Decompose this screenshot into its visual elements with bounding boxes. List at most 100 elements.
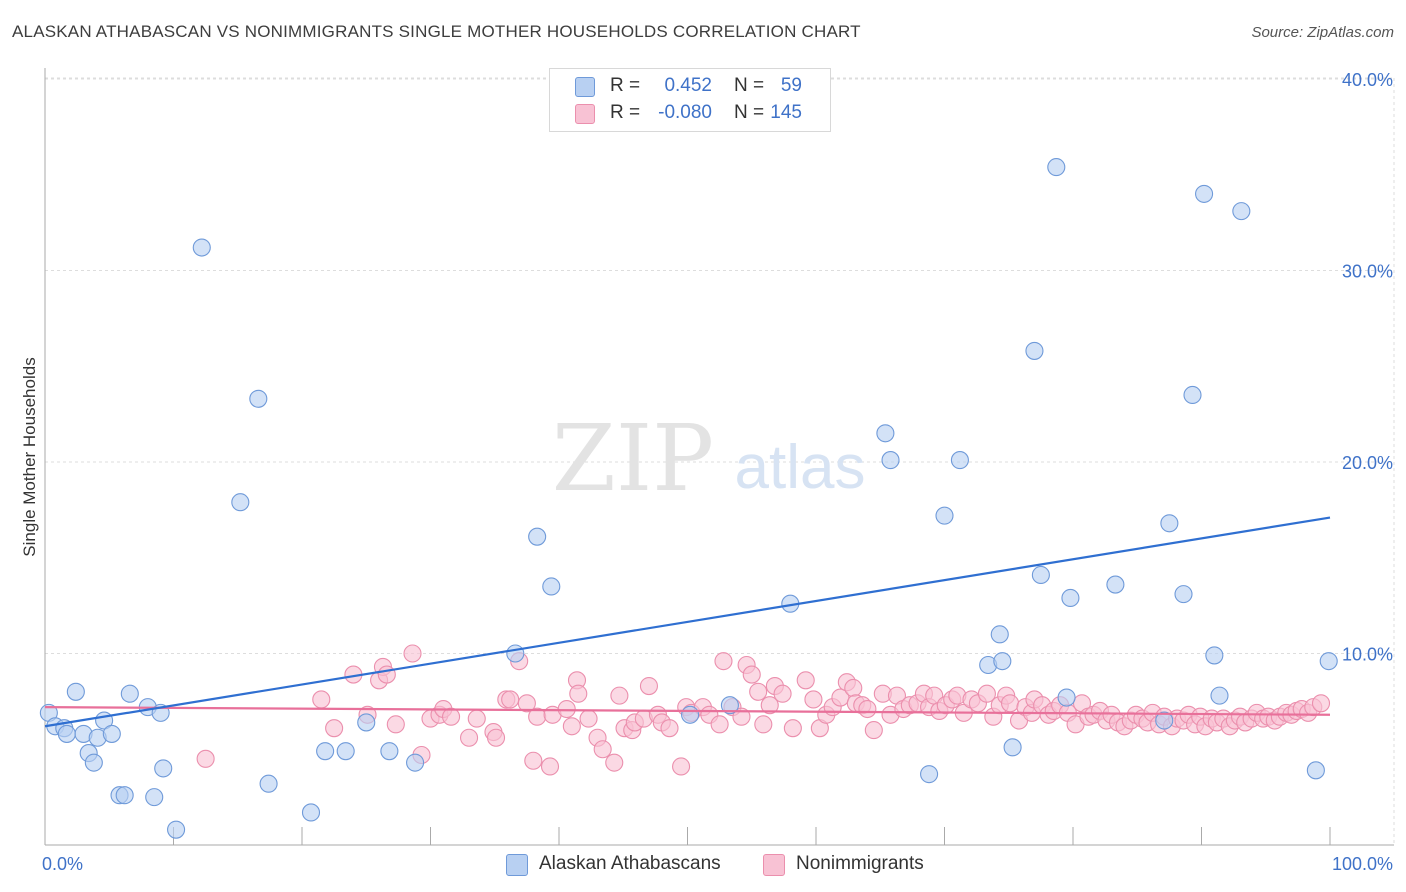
athabascans-point	[316, 742, 335, 761]
athabascans-point	[506, 644, 525, 663]
athabascans-point	[145, 788, 164, 807]
athabascans-point	[1174, 585, 1193, 604]
athabascans-point	[876, 424, 895, 443]
y-tick-label: 30.0%	[1342, 262, 1393, 282]
nonimmigrants-point	[403, 644, 422, 663]
nonimmigrants-point	[562, 717, 581, 736]
nonimmigrants-point	[804, 690, 823, 709]
legend-row-nonimmigrants: R = -0.080 N = 145	[550, 101, 830, 127]
bottom-legend-nonimmigrants: Nonimmigrants	[763, 852, 963, 876]
legend-n-label: N =	[734, 102, 765, 123]
legend-r-value: 0.452	[664, 75, 712, 96]
athabascans-point	[1025, 341, 1044, 360]
trend-lines	[44, 516, 1331, 728]
athabascans-point	[1155, 711, 1174, 730]
nonimmigrants-point	[749, 682, 768, 701]
athabascans-point	[1205, 646, 1224, 665]
legend-n-label: N =	[734, 75, 765, 96]
nonimmigrants-point	[540, 757, 560, 776]
legend-swatch-athabascans	[575, 77, 595, 97]
nonimmigrants-point	[486, 728, 506, 747]
athabascans-point	[115, 786, 134, 805]
nonimmigrants-point	[858, 699, 877, 719]
x-tick-label: 0.0%	[42, 854, 83, 874]
bottom-legend-swatch-nonimmigrants	[763, 854, 785, 876]
athabascans-point	[1210, 686, 1229, 705]
nonimmigrants-trend-line	[44, 706, 1331, 716]
legend-n-value: 59	[780, 75, 802, 96]
athabascans-trend-line	[44, 516, 1331, 728]
athabascans-point	[920, 765, 939, 784]
nonimmigrants-point	[844, 678, 863, 698]
bottom-legend-label-nonimmigrants: Nonimmigrants	[796, 853, 924, 874]
athabascans-point	[720, 696, 739, 715]
nonimmigrants-point	[459, 728, 479, 747]
nonimmigrants-point	[714, 652, 733, 671]
athabascans-point	[1319, 652, 1338, 671]
nonimmigrants-point	[524, 751, 543, 770]
nonimmigrants-point	[639, 677, 659, 696]
legend-swatch-nonimmigrants	[575, 104, 595, 124]
athabascans-point	[102, 724, 121, 743]
athabascans-point	[881, 451, 900, 470]
nonimmigrants-point	[312, 690, 331, 709]
nonimmigrants-point	[377, 665, 396, 684]
watermark-atlas: atlas	[735, 433, 866, 502]
nonimmigrants-point	[742, 665, 761, 684]
athabascans-point	[950, 451, 969, 470]
athabascans-point	[1047, 158, 1066, 177]
y-tick-label: 40.0%	[1342, 70, 1393, 90]
nonimmigrants-point	[467, 709, 486, 728]
nonimmigrants-point	[796, 671, 815, 690]
athabascans-point	[301, 803, 321, 822]
athabascans-point	[336, 742, 355, 761]
athabascans-point	[542, 577, 561, 596]
athabascans-point	[1003, 738, 1022, 757]
athabascans-point	[259, 774, 278, 793]
nonimmigrants-point	[517, 694, 536, 713]
legend-n-value: 145	[770, 102, 802, 123]
athabascans-point	[528, 527, 547, 546]
legend-r-label: R =	[610, 102, 641, 123]
bottom-legend-swatch-athabascans	[506, 854, 528, 876]
athabascans-point	[1057, 688, 1076, 707]
nonimmigrants-point	[710, 715, 729, 734]
athabascans-point	[66, 682, 85, 701]
y-tick-label: 10.0%	[1342, 645, 1393, 665]
athabascans-point	[120, 684, 139, 703]
legend: R = 0.452 N = 59 R = -0.080 N = 145	[549, 68, 831, 132]
athabascans-point	[1306, 761, 1325, 780]
y-axis-label: Single Mother Households	[20, 357, 39, 557]
nonimmigrants-point	[610, 686, 629, 705]
athabascans-point	[406, 753, 425, 772]
athabascans-point	[935, 506, 954, 525]
legend-row-athabascans: R = 0.452 N = 59	[550, 74, 830, 100]
athabascans-point	[84, 753, 103, 772]
athabascans-point	[192, 238, 211, 257]
chart-title: ALASKAN ATHABASCAN VS NONIMMIGRANTS SING…	[12, 22, 861, 41]
nonimmigrants-point	[593, 740, 612, 759]
athabascans-point	[380, 742, 399, 761]
legend-r-label: R =	[610, 75, 641, 96]
athabascans-point	[990, 625, 1009, 644]
nonimmigrants-point	[501, 690, 520, 709]
bottom-legend-athabascans: Alaskan Athabascans	[506, 852, 766, 876]
athabascans-point	[57, 724, 76, 743]
athabascans-point	[1160, 514, 1179, 533]
y-tick-label: 20.0%	[1342, 453, 1393, 473]
athabascans-point	[167, 820, 186, 839]
source-label: Source: ZipAtlas.com	[1251, 24, 1394, 41]
nonimmigrants-point	[773, 684, 792, 703]
nonimmigrants-point	[196, 749, 215, 768]
bottom-legend-label-athabascans: Alaskan Athabascans	[539, 853, 721, 874]
athabascans-point	[1183, 385, 1202, 405]
athabascans-point	[231, 493, 250, 512]
watermark-zip: ZIP	[552, 405, 714, 512]
x-tick-label: 100.0%	[1332, 854, 1393, 874]
nonimmigrants-point	[1311, 694, 1331, 713]
nonimmigrants-point	[760, 696, 779, 715]
nonimmigrants-point	[977, 684, 996, 703]
nonimmigrants-point	[442, 707, 461, 726]
athabascans-point	[154, 759, 173, 778]
